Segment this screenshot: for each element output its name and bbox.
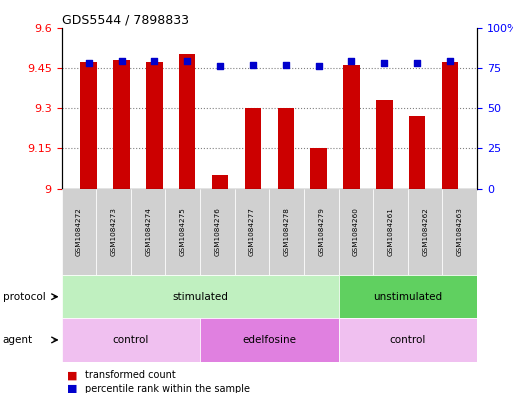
FancyBboxPatch shape <box>408 189 442 275</box>
Bar <box>310 148 327 189</box>
Point <box>216 63 224 69</box>
Text: protocol: protocol <box>3 292 45 302</box>
Bar <box>212 175 228 189</box>
Bar <box>179 54 195 189</box>
Text: edelfosine: edelfosine <box>242 335 297 345</box>
FancyBboxPatch shape <box>200 318 339 362</box>
Text: GSM1084262: GSM1084262 <box>422 208 428 256</box>
Text: percentile rank within the sample: percentile rank within the sample <box>85 384 250 393</box>
Bar <box>245 108 261 189</box>
Point <box>150 58 159 64</box>
Bar <box>113 60 130 189</box>
Text: GSM1084263: GSM1084263 <box>457 208 463 256</box>
FancyBboxPatch shape <box>373 189 408 275</box>
Text: GSM1084273: GSM1084273 <box>110 208 116 256</box>
Text: GSM1084274: GSM1084274 <box>145 208 151 256</box>
Text: stimulated: stimulated <box>172 292 228 302</box>
Point <box>314 63 323 69</box>
Text: GSM1084278: GSM1084278 <box>284 208 290 256</box>
Bar <box>409 116 425 189</box>
Text: agent: agent <box>3 335 33 345</box>
Text: GSM1084277: GSM1084277 <box>249 208 255 256</box>
FancyBboxPatch shape <box>304 189 339 275</box>
Bar <box>146 62 163 189</box>
Text: GDS5544 / 7898833: GDS5544 / 7898833 <box>62 13 189 26</box>
FancyBboxPatch shape <box>131 189 165 275</box>
Text: ■: ■ <box>67 384 77 393</box>
Point <box>282 61 290 68</box>
Text: transformed count: transformed count <box>85 370 175 380</box>
Point <box>446 58 454 64</box>
FancyBboxPatch shape <box>62 189 96 275</box>
FancyBboxPatch shape <box>234 189 269 275</box>
Point <box>85 60 93 66</box>
Point <box>117 58 126 64</box>
Bar <box>343 65 360 189</box>
Point <box>413 60 421 66</box>
FancyBboxPatch shape <box>269 189 304 275</box>
FancyBboxPatch shape <box>165 189 200 275</box>
Bar <box>442 62 458 189</box>
FancyBboxPatch shape <box>62 318 200 362</box>
Bar <box>81 62 97 189</box>
Point <box>380 60 388 66</box>
FancyBboxPatch shape <box>200 189 234 275</box>
Text: GSM1084276: GSM1084276 <box>214 208 221 256</box>
FancyBboxPatch shape <box>339 189 373 275</box>
Text: GSM1084260: GSM1084260 <box>353 208 359 256</box>
FancyBboxPatch shape <box>339 275 477 318</box>
Text: control: control <box>390 335 426 345</box>
FancyBboxPatch shape <box>62 275 339 318</box>
Text: GSM1084275: GSM1084275 <box>180 208 186 256</box>
Text: GSM1084279: GSM1084279 <box>318 208 324 256</box>
Text: unstimulated: unstimulated <box>373 292 442 302</box>
Point <box>347 58 356 64</box>
Text: ■: ■ <box>67 370 77 380</box>
FancyBboxPatch shape <box>96 189 131 275</box>
Text: GSM1084272: GSM1084272 <box>76 208 82 256</box>
Bar <box>376 100 392 189</box>
Point <box>183 58 191 64</box>
FancyBboxPatch shape <box>442 189 477 275</box>
Text: control: control <box>113 335 149 345</box>
Text: GSM1084261: GSM1084261 <box>387 208 393 256</box>
FancyBboxPatch shape <box>339 318 477 362</box>
Point <box>249 61 257 68</box>
Bar <box>278 108 294 189</box>
